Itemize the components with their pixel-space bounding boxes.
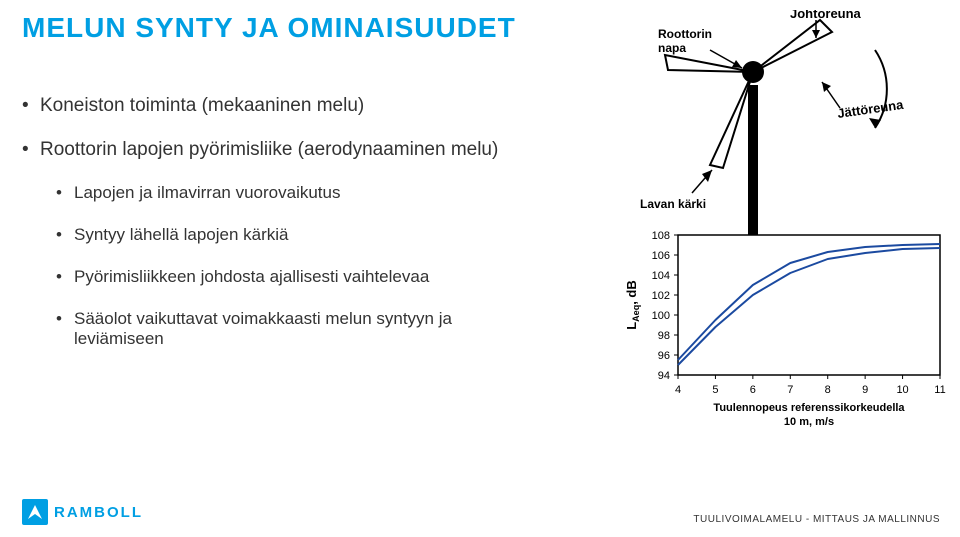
label-roottorin-napa: Roottorin [658,27,712,41]
svg-text:100: 100 [652,310,670,322]
svg-text:6: 6 [750,384,756,396]
page-title: MELUN SYNTY JA OMINAISUUDET [22,12,516,44]
svg-text:106: 106 [652,250,670,262]
label-jattoreuna: Jättöreuna [836,97,905,121]
svg-text:96: 96 [658,350,670,362]
svg-text:napa: napa [658,41,686,55]
svg-text:Tuulennopeus referenssikorkeud: Tuulennopeus referenssikorkeudella [713,402,905,414]
bullet-l2: Lapojen ja ilmavirran vuorovaikutus [56,183,532,203]
bullet-l1: Koneiston toiminta (mekaaninen melu) [22,95,532,117]
svg-text:9: 9 [862,384,868,396]
svg-text:10: 10 [896,384,908,396]
svg-text:98: 98 [658,330,670,342]
svg-text:8: 8 [825,384,831,396]
logo-text: RAMBOLL [54,504,143,521]
bullet-l1: Roottorin lapojen pyörimisliike (aerodyn… [22,139,532,161]
svg-text:102: 102 [652,290,670,302]
bullet-l2: Syntyy lähellä lapojen kärkiä [56,225,532,245]
label-lavan-karki: Lavan kärki [640,197,706,211]
svg-text:108: 108 [652,230,670,242]
svg-text:7: 7 [787,384,793,396]
logo-icon [22,499,48,525]
line-chart: 94 96 98 100 102 104 106 108 4 5 6 7 8 9 10 11 LAeq, dB T… [620,225,950,435]
label-johtoreuna: Johtoreuna [790,10,862,21]
svg-text:4: 4 [675,384,681,396]
footer-text: TUULIVOIMALAMELU - MITTAUS JA MALLINNUS [693,514,940,525]
svg-text:10 m, m/s: 10 m, m/s [784,416,834,428]
svg-text:11: 11 [934,384,945,396]
svg-text:104: 104 [652,270,670,282]
svg-text:5: 5 [712,384,718,396]
svg-text:94: 94 [658,370,670,382]
svg-text:LAeq, dB: LAeq, dB [624,280,641,330]
bullet-list: Koneiston toiminta (mekaaninen melu) Roo… [22,95,532,371]
bullet-l2: Sääolot vaikuttavat voimakkaasti melun s… [56,309,532,349]
brand-logo: RAMBOLL [22,499,143,525]
turbine-diagram: Johtoreuna Roottorin napa Jättöreuna Lav… [560,10,940,240]
bullet-l2: Pyörimisliikkeen johdosta ajallisesti va… [56,267,532,287]
